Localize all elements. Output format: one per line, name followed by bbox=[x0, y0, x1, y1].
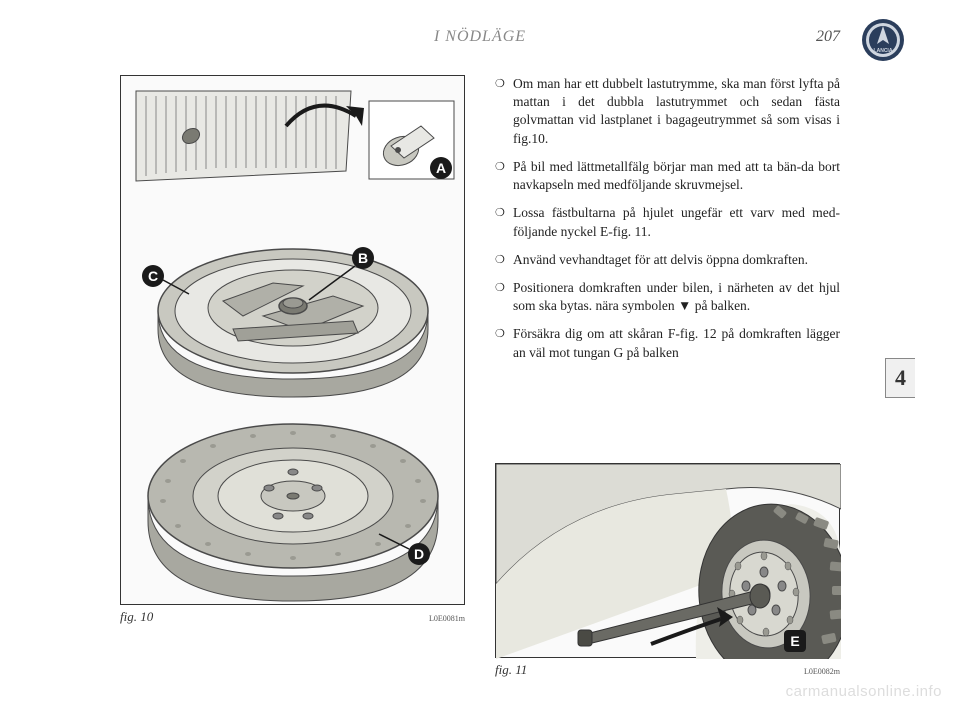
list-item: ❍Lossa fästbultarna på hjulet ungefär et… bbox=[495, 204, 840, 240]
list-item: ❍Använd vevhandtaget för att delvis öppn… bbox=[495, 251, 840, 269]
watermark: carmanualsonline.info bbox=[786, 683, 942, 700]
figure-10-caption-row: fig. 10 L0E0081m bbox=[120, 609, 465, 625]
figure-11: E bbox=[495, 463, 840, 658]
list-item: ❍Försäkra dig om att skåran F-fig. 12 på… bbox=[495, 325, 840, 361]
bullet-icon: ❍ bbox=[495, 251, 513, 269]
instruction-list: ❍Om man har ett dubbelt lastutrymme, ska… bbox=[495, 75, 840, 372]
list-item: ❍Om man har ett dubbelt lastutrymme, ska… bbox=[495, 75, 840, 148]
bullet-icon: ❍ bbox=[495, 158, 513, 194]
figure-10: A C bbox=[120, 75, 465, 605]
figure-10-code: L0E0081m bbox=[429, 614, 465, 623]
bullet-icon: ❍ bbox=[495, 204, 513, 240]
bullet-icon: ❍ bbox=[495, 75, 513, 148]
bullet-icon: ❍ bbox=[495, 279, 513, 315]
chapter-number: 4 bbox=[895, 365, 906, 391]
section-title: I NÖDLÄGE bbox=[434, 28, 526, 46]
svg-text:B: B bbox=[358, 250, 368, 266]
right-column: ❍Om man har ett dubbelt lastutrymme, ska… bbox=[495, 75, 840, 678]
svg-text:C: C bbox=[148, 268, 158, 284]
svg-text:E: E bbox=[790, 633, 799, 649]
figure-11-code: L0E0082m bbox=[804, 667, 840, 676]
list-item: ❍På bil med lättmetallfälg börjar man me… bbox=[495, 158, 840, 194]
chapter-tab: 4 bbox=[885, 358, 915, 398]
bullet-icon: ❍ bbox=[495, 325, 513, 361]
svg-text:A: A bbox=[436, 160, 446, 176]
brand-logo: LANCIA bbox=[861, 18, 905, 62]
figure-11-caption-row: fig. 11 L0E0082m bbox=[495, 662, 840, 678]
list-item: ❍Positionera domkraften under bilen, i n… bbox=[495, 279, 840, 315]
figure-11-caption: fig. 11 bbox=[495, 662, 527, 678]
left-column: A C bbox=[120, 75, 465, 678]
svg-text:LANCIA: LANCIA bbox=[874, 48, 893, 54]
svg-text:D: D bbox=[414, 546, 424, 562]
page-number: 207 bbox=[816, 28, 840, 46]
figure-10-caption: fig. 10 bbox=[120, 609, 153, 625]
